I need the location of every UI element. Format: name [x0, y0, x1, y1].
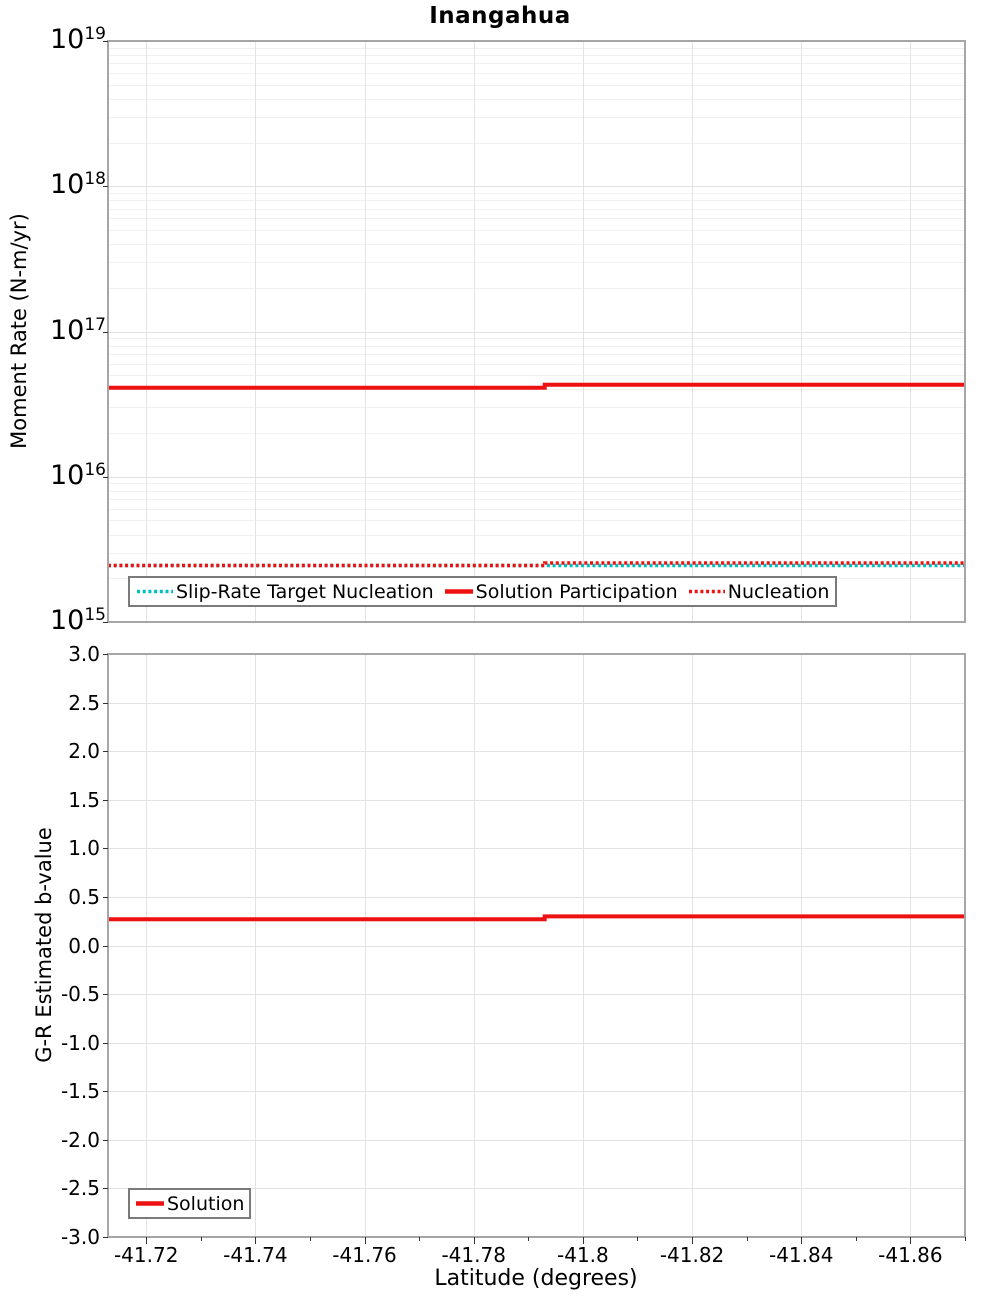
log-tick-label: 1017	[50, 314, 106, 346]
log-tick-label: 1019	[50, 24, 106, 55]
y-tick-label: 0.5	[68, 884, 100, 909]
solution-participation-swatch	[444, 587, 474, 596]
y-tick-label: -1.0	[60, 1030, 100, 1055]
x-tick-label: -41.8	[557, 1243, 609, 1267]
log-tick-label: 1016	[50, 459, 106, 491]
line-solution	[108, 914, 965, 922]
x-tick-label: -41.82	[659, 1243, 725, 1267]
y-tick-label: -2.0	[60, 1127, 100, 1152]
y-tick-label: 1.5	[68, 787, 100, 812]
tick-marks	[103, 40, 967, 1244]
legend-item-solution-participation: Solution Participation	[444, 582, 678, 602]
gridlines	[108, 41, 965, 1238]
series-b-value	[108, 914, 965, 922]
log-tick-label: 1018	[50, 169, 106, 201]
legend-label: Nucleation	[727, 580, 830, 603]
x-tick-label: -41.78	[441, 1243, 506, 1267]
legend-item-solution: Solution	[135, 1194, 244, 1214]
legend-label: Solution Participation	[475, 580, 678, 603]
y-tick-label: 2.5	[68, 690, 100, 715]
chart-title: Inangahua	[429, 3, 571, 29]
x-tick-label: -41.84	[768, 1243, 834, 1267]
legend-item-nucleation: Nucleation	[688, 580, 830, 603]
y-tick-label: 2.0	[68, 739, 100, 764]
line-nucleation	[108, 561, 965, 568]
solution-swatch	[135, 1199, 165, 1208]
slip-rate-target-nucleation-swatch	[136, 587, 174, 596]
x-tick-label: -41.76	[332, 1243, 397, 1267]
latitude-axis-label: Latitude (degrees)	[434, 1266, 638, 1291]
y-tick-label: -0.5	[60, 982, 100, 1007]
legend-item-slip-rate-target-nucleation: Slip-Rate Target Nucleation	[136, 582, 434, 602]
x-tick-label: -41.74	[223, 1243, 288, 1267]
legend-label: Solution	[167, 1192, 245, 1215]
y-tick-label: -2.5	[60, 1176, 100, 1201]
b-value-legend: Solution	[128, 1188, 252, 1219]
moment-rate-legend: Slip-Rate Target Nucleation Solution Par…	[128, 576, 838, 607]
series-moment-rate	[108, 382, 965, 568]
x-tick-label: -41.86	[878, 1243, 943, 1267]
y-tick-label: 0.0	[68, 933, 100, 958]
y-tick-label: 3.0	[68, 642, 100, 666]
y-tick-label: -3.0	[60, 1225, 100, 1249]
x-tick-label: -41.72	[113, 1243, 179, 1267]
y-tick-label: 1.0	[68, 836, 100, 861]
nucleation-swatch	[688, 587, 726, 596]
line-solution-participation	[108, 382, 965, 390]
plot-borders	[107, 40, 966, 1238]
log-tick-label: 1015	[50, 605, 106, 636]
y-tick-label: -1.5	[60, 1079, 100, 1104]
legend-label: Slip-Rate Target Nucleation	[176, 580, 434, 603]
